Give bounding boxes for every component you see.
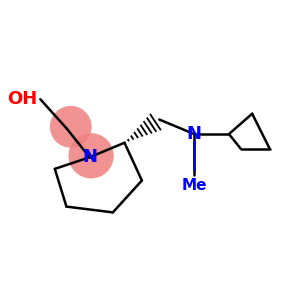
Text: OH: OH [7, 90, 38, 108]
Text: Me: Me [182, 178, 207, 193]
Text: N: N [82, 148, 97, 166]
Text: N: N [187, 125, 202, 143]
Circle shape [50, 106, 92, 148]
Circle shape [68, 133, 114, 178]
